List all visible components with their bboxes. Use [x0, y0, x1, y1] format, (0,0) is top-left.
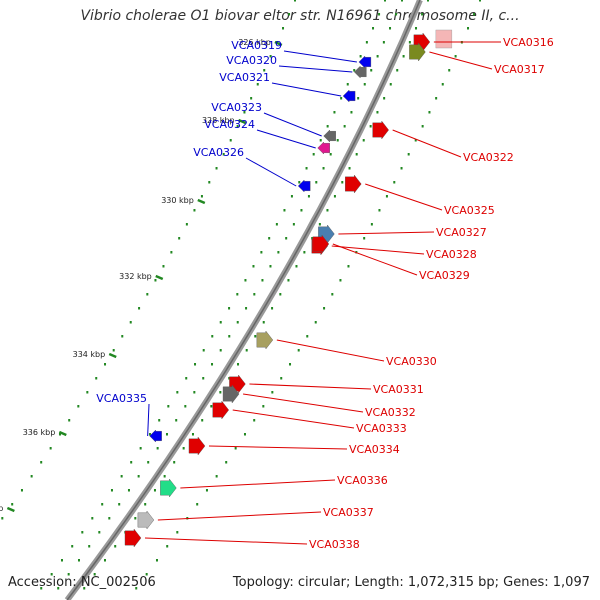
- gene-vca0335[interactable]: [149, 429, 162, 443]
- gene-vca0322[interactable]: [372, 120, 389, 140]
- gene-vca0326[interactable]: [297, 179, 311, 193]
- gene-vca0323[interactable]: [323, 129, 336, 143]
- mid-forward-track: [83, 0, 429, 590]
- gene-vca0324[interactable]: [317, 141, 330, 155]
- gene-label[interactable]: VCA0327: [436, 226, 487, 239]
- tick-label: 338 kbp: [0, 504, 3, 513]
- leader-line: [242, 393, 364, 413]
- gene-label[interactable]: VCA0324: [204, 118, 255, 131]
- gene-label[interactable]: VCA0329: [419, 269, 470, 282]
- tick-mark: [155, 274, 164, 281]
- gene-vca0329[interactable]: [312, 234, 330, 254]
- outer-forward-track: [135, 0, 481, 590]
- leader-line: [180, 479, 336, 489]
- accession-label: Accession: NC_002506: [8, 575, 156, 590]
- leader-line: [263, 112, 322, 137]
- leader-line: [157, 511, 322, 521]
- gene-label[interactable]: VCA0334: [349, 443, 400, 456]
- tick-label: 328 kbp: [202, 116, 235, 125]
- gene-vca0319[interactable]: [358, 55, 372, 69]
- gene-label[interactable]: VCA0323: [211, 101, 262, 114]
- leader-line: [245, 157, 297, 187]
- tick-label: 326 kbp: [238, 38, 271, 47]
- tick-label: 336 kbp: [23, 428, 56, 437]
- leader-line: [271, 82, 342, 97]
- inner-reverse-track: [40, 0, 386, 590]
- leader-line: [256, 129, 316, 149]
- gene-vca0325[interactable]: [345, 174, 362, 194]
- gene-vca0334[interactable]: [188, 436, 206, 456]
- tick-label: 330 kbp: [161, 196, 194, 205]
- gene-label[interactable]: VCA0325: [444, 204, 495, 217]
- leader-line: [283, 50, 357, 63]
- gene-label[interactable]: VCA0326: [193, 146, 244, 159]
- gene-label[interactable]: VCA0335: [96, 392, 147, 405]
- gene-vca0338[interactable]: [124, 528, 142, 548]
- tick-mark: [108, 352, 117, 359]
- gene-label[interactable]: VCA0316: [503, 36, 554, 49]
- tick-mark: [238, 118, 247, 125]
- gene-label[interactable]: VCA0322: [463, 151, 514, 164]
- gene-vca0333[interactable]: [212, 400, 229, 420]
- gene-label[interactable]: VCA0338: [309, 538, 360, 551]
- gene-vca0321[interactable]: [342, 89, 356, 103]
- tick-mark: [6, 506, 15, 513]
- topology-info: Topology: circular; Length: 1,072,315 bp…: [232, 575, 590, 590]
- gene-vca0317[interactable]: [409, 42, 426, 62]
- gene-label[interactable]: VCA0319: [231, 39, 282, 52]
- gene-label[interactable]: VCA0332: [365, 406, 416, 419]
- tick-label: 334 kbp: [73, 350, 106, 359]
- gene-label[interactable]: VCA0331: [373, 383, 424, 396]
- gene-label[interactable]: VCA0336: [337, 474, 388, 487]
- genome-backbone-core: [66, 0, 421, 600]
- leader-line: [392, 129, 462, 158]
- leader-line: [232, 409, 355, 429]
- gene-label[interactable]: VCA0321: [219, 71, 270, 84]
- gene-label[interactable]: VCA0328: [426, 248, 477, 261]
- leader-line: [429, 51, 493, 70]
- inner-forward-track: [57, 0, 403, 590]
- leader-line: [278, 65, 353, 73]
- leader-line: [147, 403, 150, 437]
- leader-line: [208, 445, 348, 450]
- tick-mark: [274, 40, 283, 47]
- leader-line: [365, 183, 443, 211]
- tick-mark: [58, 430, 67, 437]
- gene-vca0337[interactable]: [137, 510, 155, 530]
- leader-line: [338, 231, 435, 235]
- outer-reverse-track: [1, 0, 296, 520]
- tick-mark: [197, 198, 206, 205]
- leader-line: [144, 537, 308, 545]
- gene-vca0332[interactable]: [222, 384, 240, 404]
- leader-line: [249, 383, 372, 390]
- gene-label[interactable]: VCA0337: [323, 506, 374, 519]
- gene-label[interactable]: VCA0320: [226, 54, 277, 67]
- gene-vca0330[interactable]: [256, 330, 274, 350]
- leader-line: [332, 243, 418, 276]
- gene-label[interactable]: VCA0333: [356, 422, 407, 435]
- leader-line: [276, 339, 385, 362]
- gene-label[interactable]: VCA0317: [494, 63, 545, 76]
- leader-line: [331, 245, 425, 255]
- gene-vca0320[interactable]: [354, 65, 367, 79]
- gene-vca0336[interactable]: [160, 478, 177, 498]
- gene-label[interactable]: VCA0330: [386, 355, 437, 368]
- tick-label: 332 kbp: [119, 272, 152, 281]
